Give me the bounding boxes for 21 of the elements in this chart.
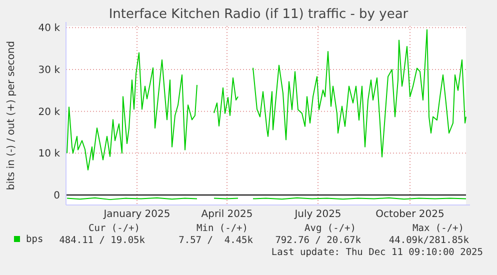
- y-tick-label: 40 k: [38, 23, 60, 34]
- text: 44.09k/281.85k: [388, 235, 470, 246]
- text: Cur (-/+): [88, 223, 140, 234]
- chart-title: Interface Kitchen Radio (if 11) traffic - by year: [108, 7, 409, 22]
- y-axis-title: bits in (-) / out (+) per second: [6, 40, 17, 190]
- text: 792.76 / 20.67k: [275, 235, 362, 246]
- text: Avg (-/+): [304, 223, 356, 234]
- x-tick-label: April 2025: [201, 209, 253, 220]
- text: Last update: Thu Dec 11 09:10:00 2025: [271, 247, 483, 258]
- x-tick-label: January 2025: [102, 209, 170, 220]
- x-tick-label: October 2025: [376, 209, 444, 220]
- y-tick-label: 20 k: [38, 106, 60, 118]
- y-tick-label: 0: [54, 190, 60, 202]
- x-tick-label: July 2025: [294, 209, 342, 220]
- y-tick-label: 10 k: [38, 148, 60, 160]
- y-tick-label: 30 k: [38, 64, 60, 76]
- text: 7.57 / 4.45k: [178, 235, 254, 246]
- text: Max (-/+): [412, 223, 464, 234]
- text: Min (-/+): [196, 223, 248, 234]
- text: 484.11 / 19.05k: [59, 235, 146, 246]
- legend-label: bps: [26, 234, 44, 245]
